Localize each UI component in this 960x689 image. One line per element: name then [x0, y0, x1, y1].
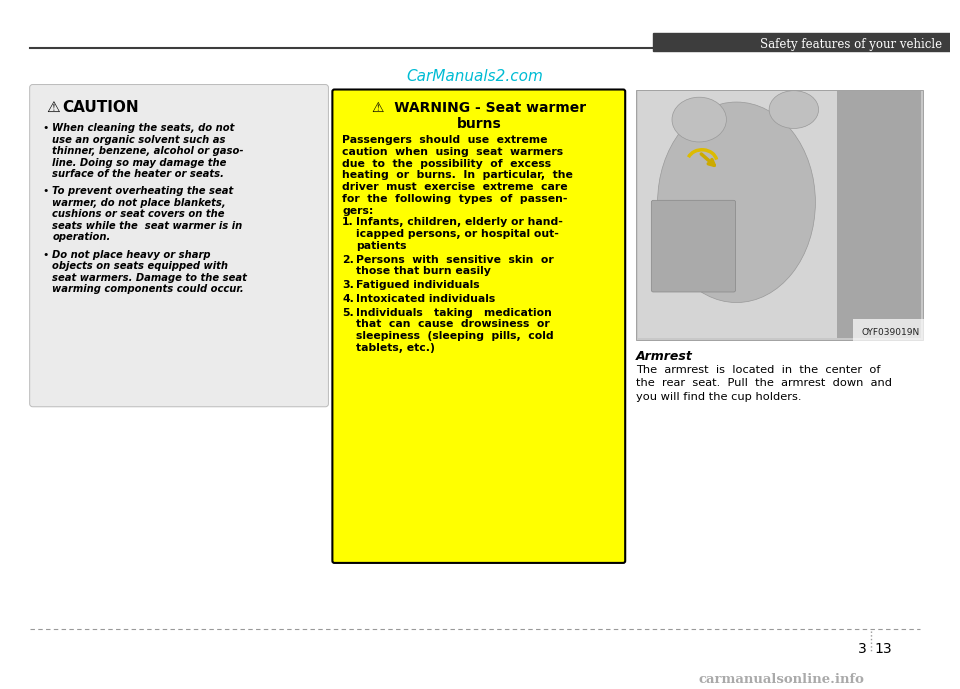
Text: 2.: 2.: [343, 255, 354, 265]
Text: 3.: 3.: [343, 280, 354, 290]
Text: that  can  cause  drowsiness  or: that can cause drowsiness or: [356, 319, 550, 329]
Text: ⚠: ⚠: [46, 101, 60, 116]
Text: To prevent overheating the seat: To prevent overheating the seat: [53, 187, 233, 196]
Text: operation.: operation.: [53, 232, 110, 243]
Bar: [837, 92, 921, 338]
Text: burns: burns: [456, 117, 501, 132]
Bar: [653, 33, 949, 51]
Text: driver  must  exercise  extreme  care: driver must exercise extreme care: [343, 182, 568, 192]
Text: Safety features of your vehicle: Safety features of your vehicle: [759, 39, 942, 51]
Text: Do not place heavy or sharp: Do not place heavy or sharp: [53, 249, 211, 260]
Text: heating  or  burns.  In  particular,  the: heating or burns. In particular, the: [343, 170, 573, 181]
Text: The  armrest  is  located  in  the  center  of: The armrest is located in the center of: [636, 365, 880, 375]
Text: for  the  following  types  of  passen-: for the following types of passen-: [343, 194, 567, 204]
Text: Individuals   taking   medication: Individuals taking medication: [356, 307, 552, 318]
Bar: [638, 92, 921, 338]
Text: icapped persons, or hospital out-: icapped persons, or hospital out-: [356, 229, 559, 239]
Text: Intoxicated individuals: Intoxicated individuals: [356, 294, 495, 304]
Text: Fatigued individuals: Fatigued individuals: [356, 280, 480, 290]
Text: Infants, children, elderly or hand-: Infants, children, elderly or hand-: [356, 218, 563, 227]
Bar: [636, 90, 923, 340]
Text: Persons  with  sensitive  skin  or: Persons with sensitive skin or: [356, 255, 554, 265]
Text: •: •: [42, 187, 49, 196]
FancyBboxPatch shape: [30, 85, 328, 407]
Text: caution  when  using  seat  warmers: caution when using seat warmers: [343, 147, 564, 157]
Text: Passengers  should  use  extreme: Passengers should use extreme: [343, 135, 548, 145]
Text: CarManuals2.com: CarManuals2.com: [406, 69, 543, 84]
Text: 5.: 5.: [343, 307, 354, 318]
Text: CAUTION: CAUTION: [62, 101, 139, 116]
Text: gers:: gers:: [343, 206, 373, 216]
Ellipse shape: [769, 91, 819, 128]
Ellipse shape: [658, 102, 815, 302]
Text: warmer, do not place blankets,: warmer, do not place blankets,: [53, 198, 226, 208]
FancyBboxPatch shape: [651, 200, 735, 292]
Text: those that burn easily: those that burn easily: [356, 267, 491, 276]
Text: OYF039019N: OYF039019N: [862, 328, 920, 337]
Text: warming components could occur.: warming components could occur.: [53, 284, 244, 294]
Text: 4.: 4.: [343, 294, 354, 304]
Text: use an organic solvent such as: use an organic solvent such as: [53, 135, 226, 145]
Text: Armrest: Armrest: [636, 350, 693, 363]
Text: When cleaning the seats, do not: When cleaning the seats, do not: [53, 123, 235, 134]
Text: objects on seats equipped with: objects on seats equipped with: [53, 261, 228, 271]
Text: sleepiness  (sleeping  pills,  cold: sleepiness (sleeping pills, cold: [356, 331, 554, 341]
Text: patients: patients: [356, 241, 407, 251]
Text: 13: 13: [875, 642, 892, 657]
Text: surface of the heater or seats.: surface of the heater or seats.: [53, 169, 225, 179]
Text: seats while the  seat warmer is in: seats while the seat warmer is in: [53, 220, 243, 231]
Text: thinner, benzene, alcohol or gaso-: thinner, benzene, alcohol or gaso-: [53, 146, 244, 156]
Ellipse shape: [672, 97, 727, 142]
Text: line. Doing so may damage the: line. Doing so may damage the: [53, 158, 227, 167]
Text: tablets, etc.): tablets, etc.): [356, 342, 435, 353]
Text: 1.: 1.: [343, 218, 354, 227]
FancyBboxPatch shape: [332, 90, 625, 563]
Text: •: •: [42, 123, 49, 134]
Text: the  rear  seat.  Pull  the  armrest  down  and: the rear seat. Pull the armrest down and: [636, 378, 892, 389]
Text: seat warmers. Damage to the seat: seat warmers. Damage to the seat: [53, 273, 248, 282]
Text: •: •: [42, 249, 49, 260]
Text: 3: 3: [858, 642, 867, 657]
Text: cushions or seat covers on the: cushions or seat covers on the: [53, 209, 225, 219]
Text: due  to  the  possibility  of  excess: due to the possibility of excess: [343, 158, 551, 169]
Text: carmanualsonline.info: carmanualsonline.info: [699, 673, 864, 686]
Text: ⚠  WARNING - Seat warmer: ⚠ WARNING - Seat warmer: [372, 101, 586, 116]
Text: you will find the cup holders.: you will find the cup holders.: [636, 392, 802, 402]
